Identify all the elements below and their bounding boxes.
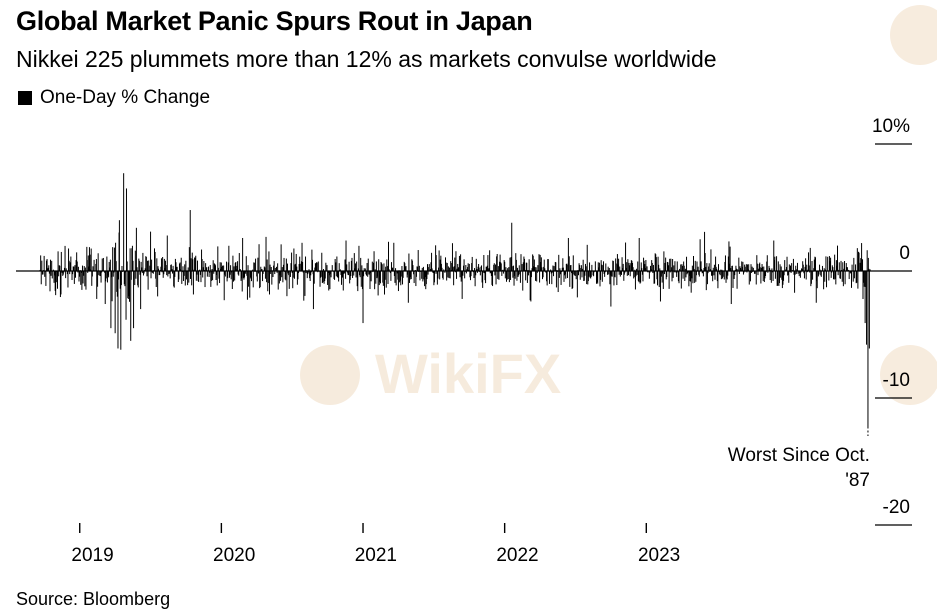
y-tick-label: -20 bbox=[883, 497, 910, 518]
y-tick-label: 10% bbox=[872, 116, 910, 137]
x-tick-label: 2023 bbox=[638, 545, 680, 566]
x-tick-label: 2019 bbox=[71, 545, 113, 566]
source-note: Source: Bloomberg bbox=[16, 589, 171, 609]
annotation-text: '87 bbox=[845, 470, 870, 491]
y-tick-label: 0 bbox=[899, 243, 910, 264]
legend-swatch bbox=[18, 91, 32, 105]
chart-subtitle: Nikkei 225 plummets more than 12% as mar… bbox=[16, 46, 717, 72]
y-tick-label: -10 bbox=[883, 370, 910, 391]
watermark-logo bbox=[890, 5, 937, 65]
annotation-text: Worst Since Oct. bbox=[728, 445, 870, 466]
x-tick-label: 2021 bbox=[355, 545, 397, 566]
x-tick-label: 2022 bbox=[496, 545, 538, 566]
watermark-text: WikiFX bbox=[375, 342, 561, 405]
legend: One-Day % Change bbox=[18, 87, 210, 109]
legend-label: One-Day % Change bbox=[40, 87, 211, 108]
chart-title: Global Market Panic Spurs Rout in Japan bbox=[16, 6, 533, 36]
x-tick-label: 2020 bbox=[213, 545, 255, 566]
watermark-logo bbox=[880, 345, 937, 405]
watermark: WikiFX bbox=[300, 5, 937, 405]
watermark-logo: WikiFX bbox=[300, 342, 561, 405]
bar-series bbox=[39, 173, 871, 429]
chart-axes: 10% 0 -10 -20 2019 2020 2021 2022 2023 Worst Sinc… bbox=[16, 116, 912, 566]
